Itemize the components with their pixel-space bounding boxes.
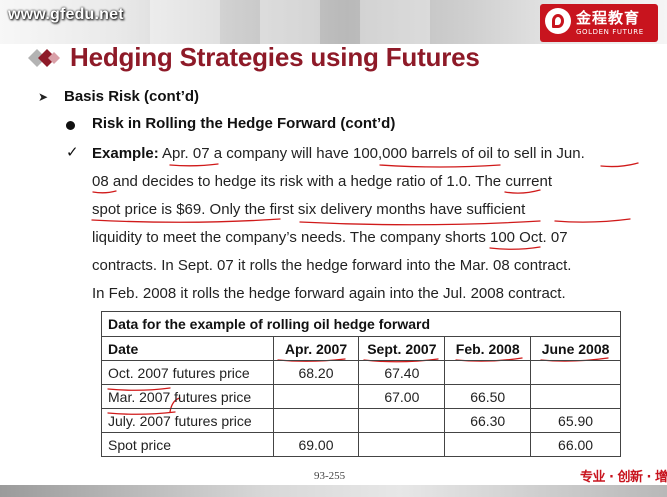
- table-caption-row: Data for the example of rolling oil hedg…: [101, 311, 621, 337]
- dot-bullet-icon: [66, 121, 75, 130]
- example-line-text: Apr. 07 a company will have 100,000 barr…: [158, 145, 585, 162]
- column-header: Date: [101, 336, 274, 361]
- logo-emblem-icon: [545, 8, 571, 34]
- page-number: 93-255: [314, 470, 346, 482]
- example-line: In Feb. 2008 it rolls the hedge forward …: [92, 285, 566, 302]
- logo-chinese-name: 金程教育: [576, 9, 641, 27]
- bottom-bar: [0, 485, 667, 497]
- table-cell: [530, 360, 621, 385]
- table-row: Mar. 2007 futures price 67.00 66.50: [101, 384, 621, 409]
- column-header: Feb. 2008: [444, 336, 532, 361]
- example-line: liquidity to meet the company’s needs. T…: [92, 229, 568, 246]
- underline-mark: [600, 162, 639, 168]
- checkmark-bullet-icon: ✓: [66, 143, 79, 161]
- underline-mark: [299, 220, 541, 226]
- table-cell: 66.00: [530, 432, 621, 457]
- logo-english-name: GOLDEN FUTURE: [576, 28, 644, 36]
- arrow-bullet-icon: ➤: [38, 90, 49, 104]
- table-cell: [358, 432, 446, 457]
- column-header: June 2008: [530, 336, 621, 361]
- table-cell: [358, 408, 446, 433]
- table-cell: [272, 384, 360, 409]
- table-cell: 66.30: [444, 408, 532, 433]
- table-header-row: Date Apr. 2007 Sept. 2007 Feb. 2008 June…: [101, 336, 621, 361]
- level1-bullet-text: Basis Risk (cont’d): [64, 88, 200, 105]
- example-line: spot price is $69. Only the first six de…: [92, 201, 526, 218]
- site-url: www.gfedu.net: [8, 6, 124, 23]
- top-banner: www.gfedu.net 金程教育 GOLDEN FUTURE: [0, 0, 667, 44]
- banner-tile: [260, 0, 320, 44]
- table-cell: July. 2007 futures price: [101, 408, 274, 433]
- table-cell: Spot price: [101, 432, 274, 457]
- banner-tile: [150, 0, 220, 44]
- table-cell: Mar. 2007 futures price: [101, 384, 274, 409]
- example-line: Example: Apr. 07 a company will have 100…: [92, 145, 585, 162]
- footer-slogan: 专业 · 创新 · 增值: [580, 470, 667, 485]
- underline-mark: [554, 218, 631, 223]
- table-cell: [444, 432, 532, 457]
- underline-mark: [489, 246, 541, 250]
- banner-tile: [360, 0, 430, 44]
- table-cell: 67.00: [358, 384, 446, 409]
- rolling-hedge-table: Data for the example of rolling oil hedg…: [101, 311, 621, 457]
- table-cell: [444, 360, 532, 385]
- example-label: Example:: [92, 145, 159, 162]
- underline-mark: [379, 164, 501, 168]
- column-header: Sept. 2007: [358, 336, 446, 361]
- table-cell: 67.40: [358, 360, 446, 385]
- golden-future-logo: 金程教育 GOLDEN FUTURE: [540, 4, 658, 42]
- diamond-icon: [28, 49, 60, 67]
- table-cell: [530, 384, 621, 409]
- underline-mark: [92, 190, 117, 194]
- table-cell: 65.90: [530, 408, 621, 433]
- example-line: contracts. In Sept. 07 it rolls the hedg…: [92, 257, 572, 274]
- table-cell: 68.20: [272, 360, 360, 385]
- table-cell: 66.50: [444, 384, 532, 409]
- table-row: Spot price 69.00 66.00: [101, 432, 621, 457]
- underline-mark: [91, 218, 281, 223]
- slide-title: Hedging Strategies using Futures: [70, 42, 480, 72]
- table-caption: Data for the example of rolling oil hedg…: [101, 311, 621, 337]
- table-row: July. 2007 futures price 66.30 65.90: [101, 408, 621, 433]
- underline-mark: [169, 163, 219, 167]
- table-cell: [272, 408, 360, 433]
- level2-bullet-text: Risk in Rolling the Hedge Forward (cont’…: [92, 115, 396, 132]
- column-header: Apr. 2007: [272, 336, 360, 361]
- example-line: 08 and decides to hedge its risk with a …: [92, 173, 553, 190]
- table-cell: Oct. 2007 futures price: [101, 360, 274, 385]
- table-row: Oct. 2007 futures price 68.20 67.40: [101, 360, 621, 385]
- table-cell: 69.00: [272, 432, 360, 457]
- underline-mark: [504, 189, 541, 194]
